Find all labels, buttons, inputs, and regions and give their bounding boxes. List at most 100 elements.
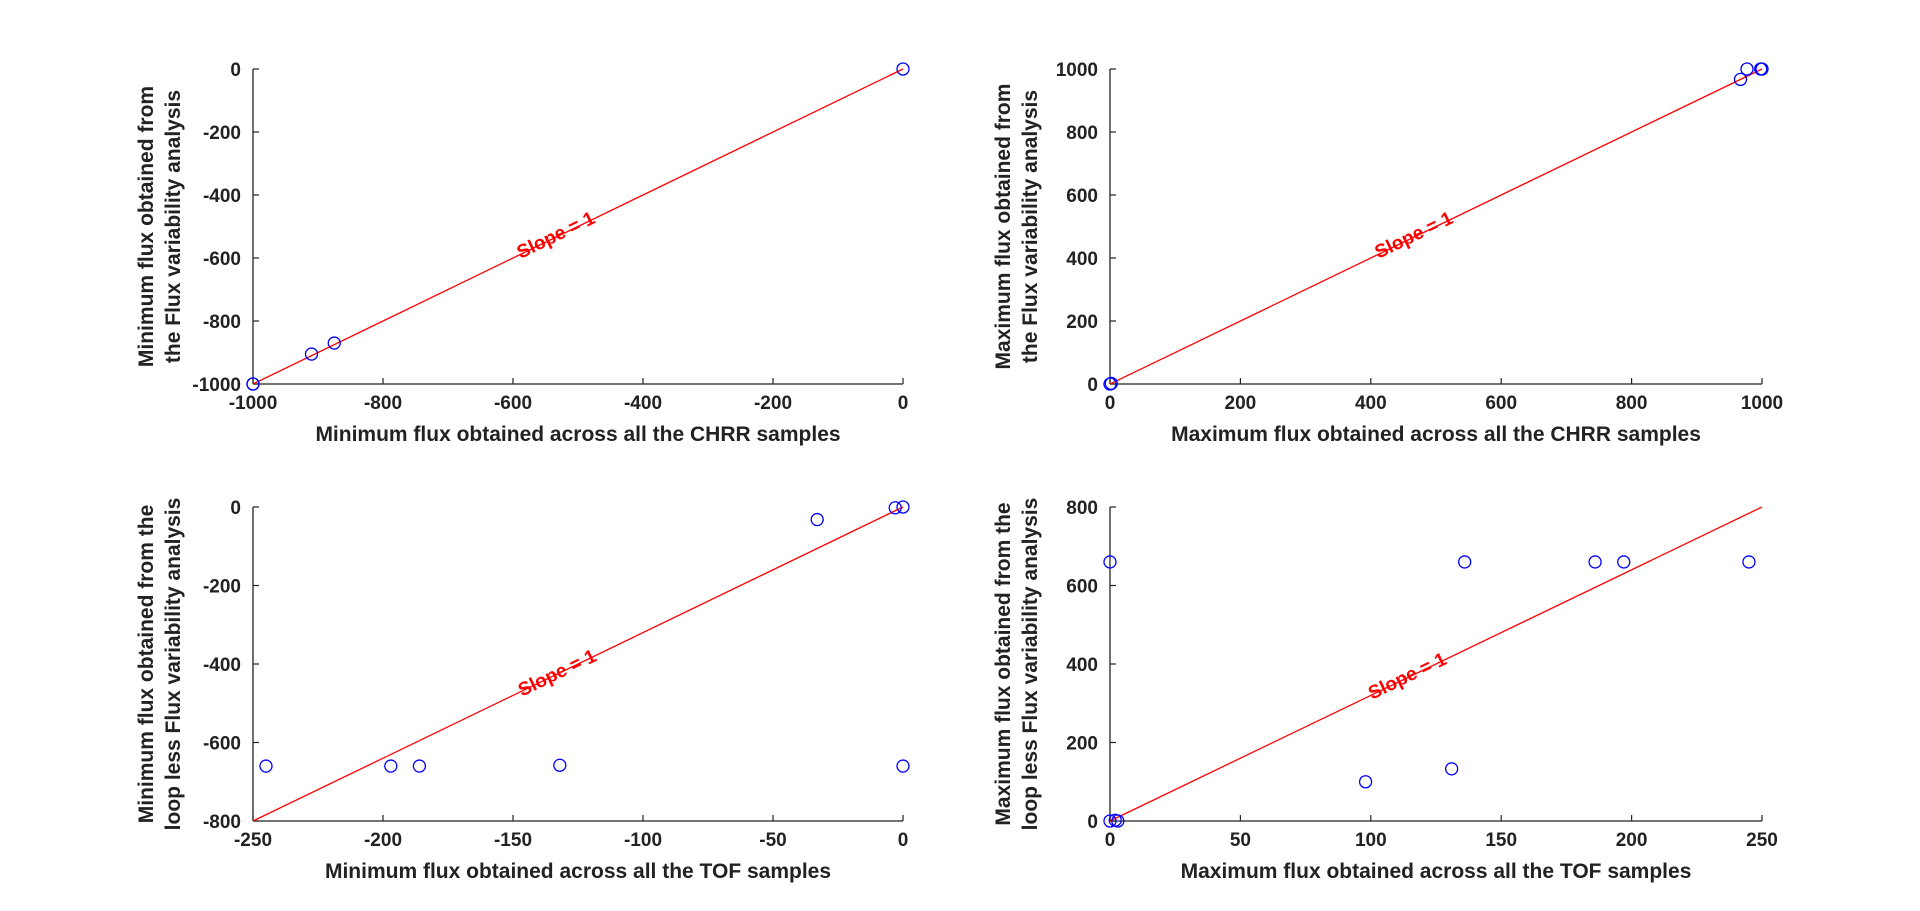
y-axis-label-line: loop less Flux variability analysis (1019, 498, 1042, 831)
y-axis-label: Minimum flux obtained from the loop less … (135, 498, 185, 831)
y-tick-label: -200 (203, 123, 241, 144)
slope-annotation: Slope = 1 (1372, 208, 1457, 264)
x-tick-label: -800 (364, 393, 402, 414)
y-tick-label: 400 (1066, 249, 1098, 270)
x-tick-label: 0 (898, 830, 909, 851)
slope-line (1109, 68, 1763, 385)
data-point (896, 500, 910, 514)
x-tick-label: 200 (1225, 393, 1257, 414)
data-point (896, 759, 910, 773)
x-tick-label: 250 (1746, 830, 1778, 851)
x-tick-label: 1000 (1741, 393, 1783, 414)
data-point (1755, 62, 1769, 76)
y-axis-label-line: Minimum flux obtained from the (135, 505, 158, 824)
y-tick-label: -600 (203, 249, 241, 270)
y-tick-label: 800 (1066, 498, 1098, 519)
data-point (412, 759, 427, 773)
data-point (553, 758, 567, 772)
y-axis-label-line: the Flux variability analysis (1019, 90, 1042, 363)
x-axis-label: Minimum flux obtained across all the TOF… (325, 860, 831, 883)
x-tick-label: -600 (494, 393, 532, 414)
y-tick-label: -400 (203, 655, 241, 676)
data-point (888, 501, 902, 515)
y-tick-label: -1000 (192, 375, 241, 396)
x-tick-label: 0 (1105, 830, 1116, 851)
y-axis-label: Maximum flux obtained from the Flux varia… (992, 84, 1042, 370)
data-point (1358, 775, 1373, 789)
data-point (1588, 555, 1602, 569)
y-tick-label: 0 (230, 498, 241, 519)
y-tick-label: 400 (1066, 655, 1098, 676)
data-point (896, 62, 910, 76)
x-tick-label: 100 (1355, 830, 1387, 851)
x-axis-label: Minimum flux obtained across all the CHR… (315, 423, 840, 446)
y-axis-label-line: loop less Flux variability analysis (162, 498, 185, 831)
y-tick-label: 0 (1087, 375, 1098, 396)
x-axis-label: Maximum flux obtained across all the TOF… (1181, 860, 1692, 883)
y-axis-label: Minimum flux obtained from the Flux varia… (135, 86, 185, 367)
x-tick-label: -100 (624, 830, 662, 851)
data-point (259, 759, 273, 773)
data-point (1617, 555, 1631, 569)
y-tick-label: -800 (203, 812, 241, 833)
data-point (246, 377, 260, 391)
x-tick-label: 0 (898, 393, 909, 414)
y-tick-label: -800 (203, 312, 241, 333)
data-point (1444, 762, 1459, 776)
data-point (1733, 72, 1748, 87)
x-tick-label: -400 (624, 393, 662, 414)
y-tick-label: 0 (1087, 812, 1098, 833)
data-point (1740, 62, 1754, 76)
chart-4: 0 50 100 150 200 250 0 200 400 600 800 Maximum flux… (992, 498, 1778, 883)
slope-annotation: Slope = 1 (515, 646, 600, 702)
y-tick-label: 1000 (1056, 60, 1098, 81)
data-point (1458, 555, 1472, 569)
y-axis-label-line: Maximum flux obtained from (992, 84, 1015, 370)
data-point (327, 336, 341, 350)
y-tick-label: -400 (203, 186, 241, 207)
data-point (384, 759, 398, 773)
x-tick-label: 0 (1105, 393, 1116, 414)
x-tick-label: -200 (364, 830, 402, 851)
y-tick-label: -600 (203, 734, 241, 755)
chart-3: -250 -200 -150 -100 -50 0 -800 -600 -400 -200 0 Min… (135, 498, 910, 883)
y-axis-label-line: Minimum flux obtained from (135, 86, 158, 367)
y-tick-label: -200 (203, 577, 241, 598)
y-axis-label: Maximum flux obtained from the loop less … (992, 498, 1042, 831)
y-tick-label: 0 (230, 60, 241, 81)
data-point (1742, 555, 1756, 569)
slope-line (1109, 506, 1763, 822)
data-point (1103, 814, 1117, 828)
x-tick-label: -50 (759, 830, 786, 851)
x-tick-label: -150 (494, 830, 532, 851)
data-point (1103, 555, 1117, 569)
x-axis-label: Maximum flux obtained across all the CHR… (1171, 423, 1701, 446)
data-point (810, 512, 824, 527)
data-point (304, 347, 319, 361)
x-tick-label: -1000 (229, 393, 278, 414)
y-axis-label-line: the Flux variability analysis (162, 90, 185, 363)
y-tick-label: 600 (1066, 186, 1098, 207)
y-axis-label-line: Maximum flux obtained from the (992, 502, 1015, 825)
y-tick-label: 200 (1066, 312, 1098, 333)
slope-line (252, 68, 904, 385)
x-tick-label: 150 (1485, 830, 1517, 851)
slope-line (252, 506, 904, 822)
y-tick-label: 600 (1066, 577, 1098, 598)
y-tick-label: 200 (1066, 734, 1098, 755)
y-tick-label: 800 (1066, 123, 1098, 144)
data-point (1111, 814, 1125, 828)
x-tick-label: -250 (234, 830, 272, 851)
chart-1: -1000 -800 -600 -400 -200 0 -1000 -800 -600 -400 -… (135, 60, 910, 446)
x-tick-label: 400 (1355, 393, 1387, 414)
x-tick-label: 600 (1485, 393, 1517, 414)
slope-annotation: Slope = 1 (514, 208, 599, 264)
data-point (1104, 376, 1118, 391)
slope-annotation: Slope = 1 (1365, 649, 1450, 705)
x-tick-label: 800 (1616, 393, 1648, 414)
x-tick-label: -200 (754, 393, 792, 414)
chart-2: 0 200 400 600 800 1000 0 200 400 600 800 1000 Maximu… (992, 60, 1783, 446)
x-tick-label: 200 (1616, 830, 1648, 851)
x-tick-label: 50 (1230, 830, 1251, 851)
